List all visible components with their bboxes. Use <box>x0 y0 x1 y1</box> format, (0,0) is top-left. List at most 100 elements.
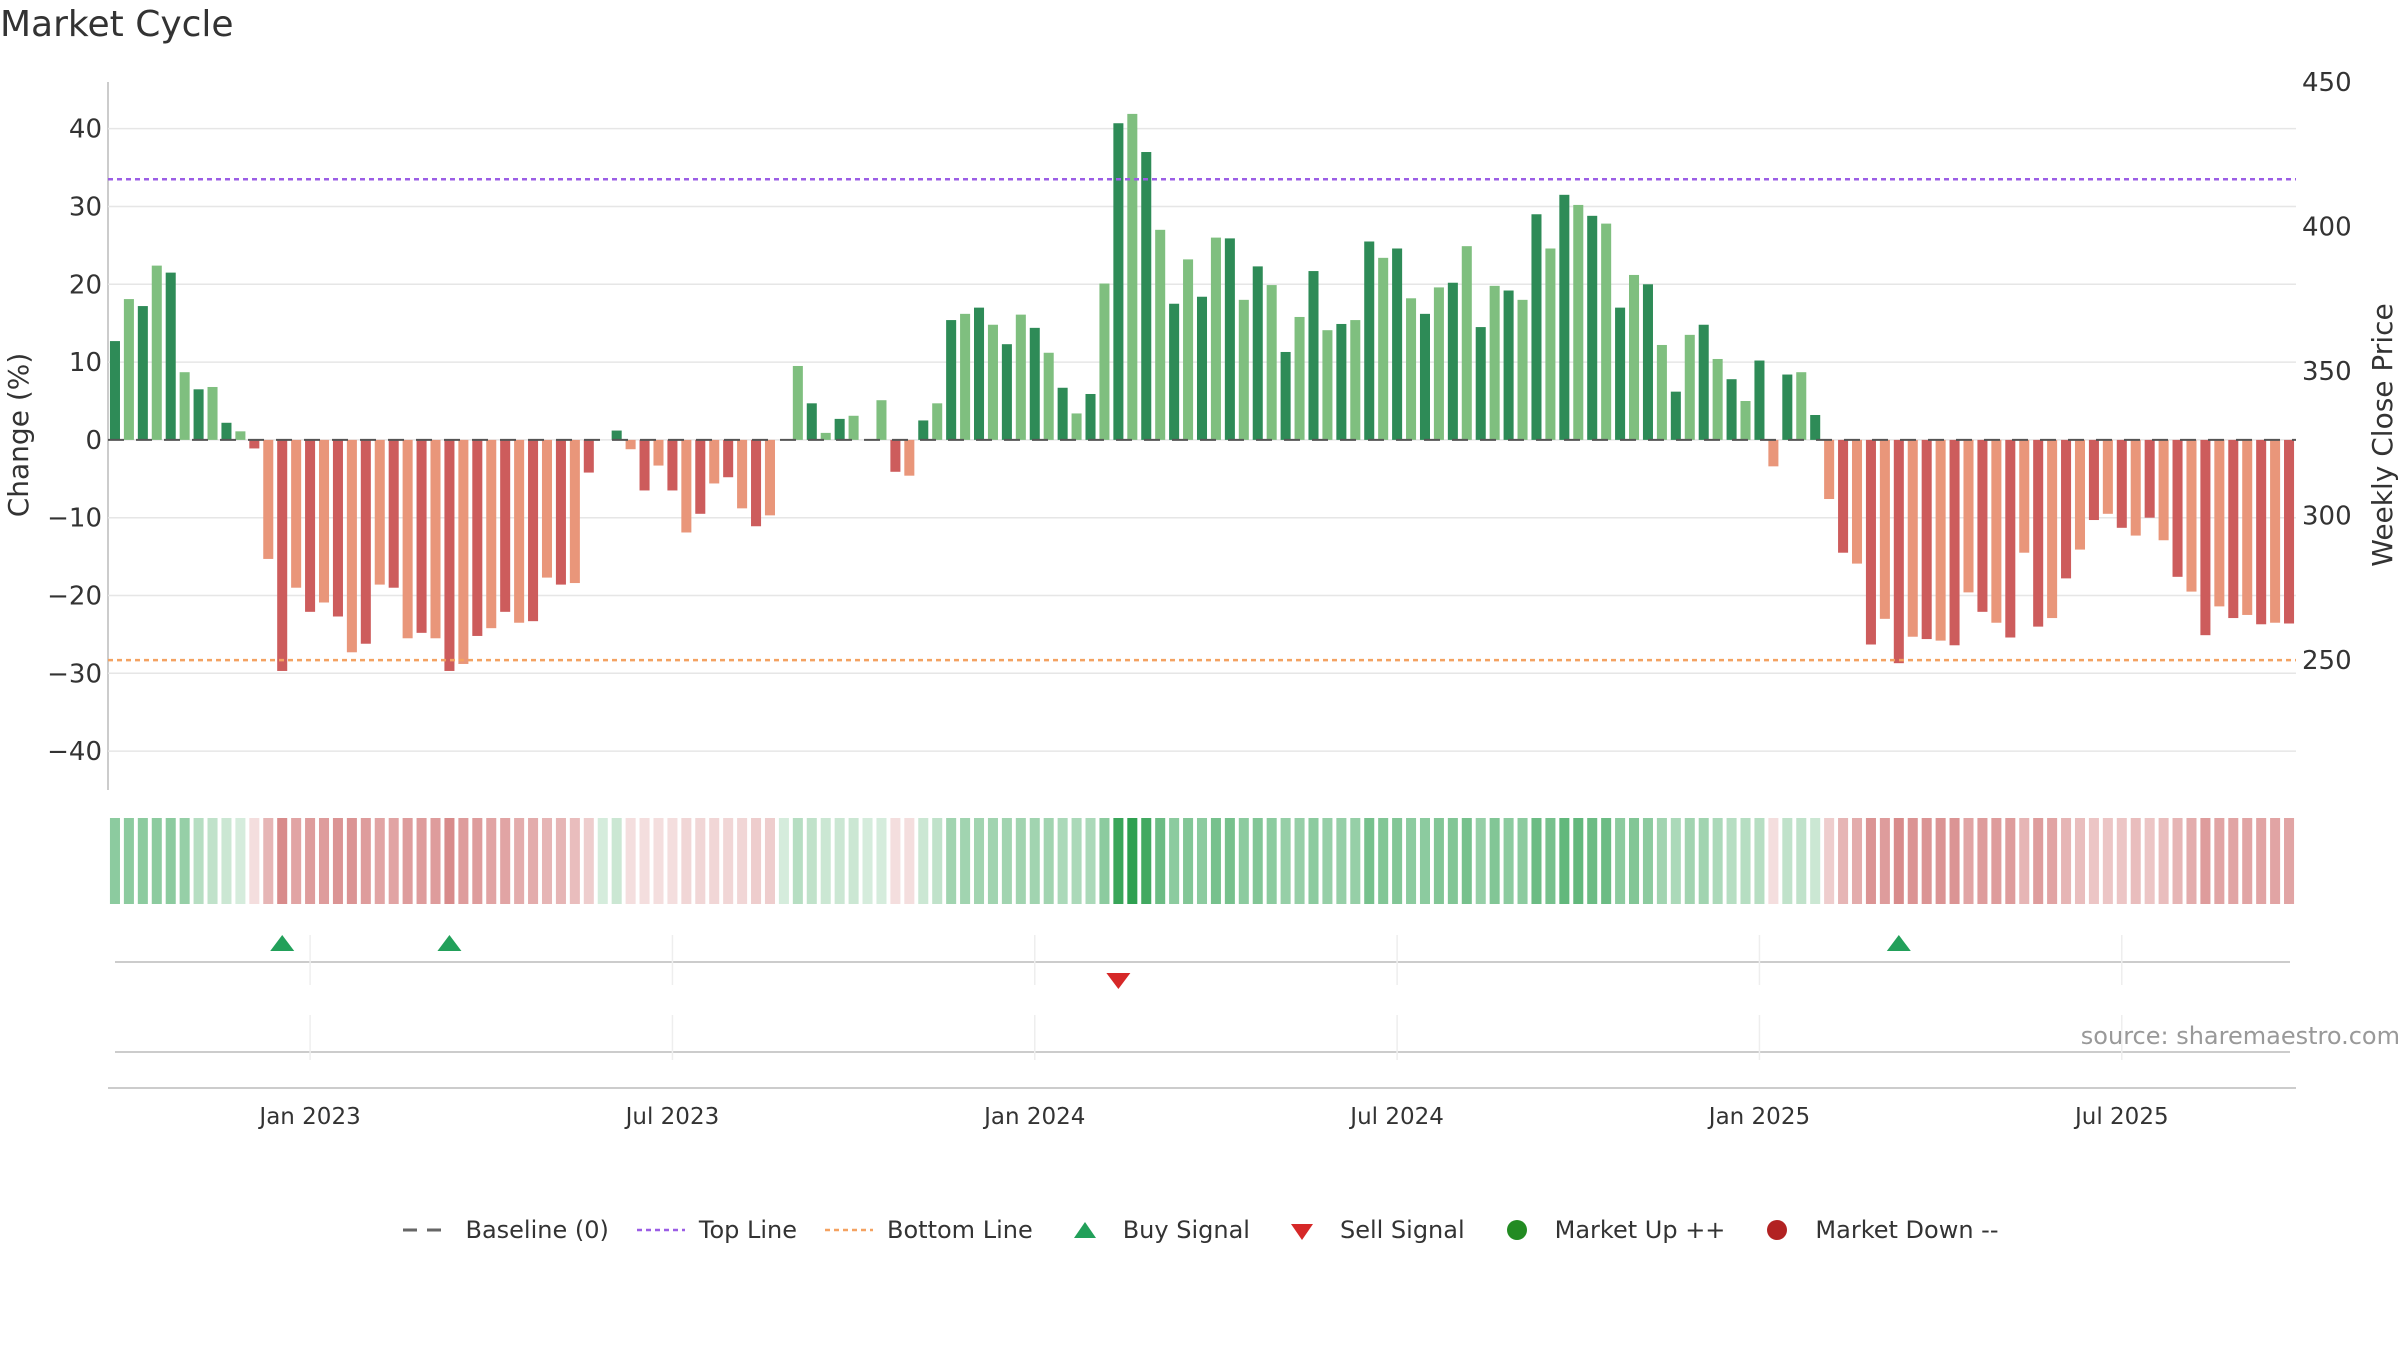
strip-cell <box>2228 818 2239 904</box>
strip-cell <box>1698 818 1709 904</box>
strip-cell <box>1419 818 1430 904</box>
strip-cell <box>472 818 483 904</box>
strip-cell <box>1155 818 1166 904</box>
strip-cell <box>555 818 566 904</box>
x-tick-label: Jul 2023 <box>624 1104 720 1130</box>
strip-cell <box>1350 818 1361 904</box>
bar <box>960 313 971 440</box>
strip-cell <box>318 818 330 904</box>
strip-cell <box>946 818 957 904</box>
bar <box>1782 374 1793 440</box>
strip-cell <box>2116 818 2127 904</box>
source-credit: source: sharemaestro.com <box>2080 1022 2400 1050</box>
bar <box>500 439 511 612</box>
strip-cell <box>1043 818 1054 904</box>
bar <box>137 306 148 440</box>
strip-cell <box>764 818 775 904</box>
strip-cell <box>374 818 385 904</box>
strip-cell <box>806 818 817 904</box>
strip-cell <box>1907 818 1918 904</box>
bar <box>2270 439 2281 623</box>
strip-cell <box>123 818 134 904</box>
legend-label: Sell Signal <box>1339 1216 1465 1244</box>
bar <box>1392 248 1403 440</box>
strip-cell <box>723 818 734 904</box>
y-tick-label: 20 <box>69 270 102 300</box>
bar <box>932 403 943 440</box>
x-tick-label: Jul 2025 <box>2073 1104 2169 1130</box>
bar <box>1740 400 1751 440</box>
bar <box>583 439 594 473</box>
bar <box>1043 352 1054 440</box>
strip-cell <box>2186 818 2197 904</box>
strip-cell <box>1573 818 1584 904</box>
bar <box>1838 439 1849 553</box>
bar <box>1796 372 1807 440</box>
strip-cell <box>291 818 302 904</box>
bar <box>2256 439 2267 625</box>
strip-cell <box>1113 818 1124 904</box>
strip-cell <box>137 818 148 904</box>
bar <box>2088 439 2099 521</box>
strip-cell <box>1656 818 1667 904</box>
y-axis-ticks: 40 30 20 10 0 −10 −20 −30 −40 <box>47 115 102 767</box>
strip-cell <box>974 818 985 904</box>
bar <box>472 439 483 636</box>
sell-signal-marker <box>1106 973 1131 989</box>
bar <box>1503 290 1514 440</box>
strip-cell <box>792 818 803 904</box>
strip-cell <box>778 818 789 904</box>
bar <box>1629 274 1640 440</box>
strip-cell <box>207 818 218 904</box>
bar <box>2242 439 2253 615</box>
bar <box>1963 439 1974 593</box>
strip-cell <box>500 818 511 904</box>
bar <box>876 400 887 440</box>
strip-cell <box>1169 818 1180 904</box>
strip-cell <box>430 818 441 904</box>
bottom-line-swatch <box>823 1218 875 1242</box>
bar <box>2019 439 2030 553</box>
legend-label: Top Line <box>698 1216 798 1244</box>
bar <box>1879 439 1890 619</box>
strip-cell <box>1336 818 1347 904</box>
bar <box>123 299 134 440</box>
bar <box>1615 307 1626 440</box>
bar <box>2228 439 2239 619</box>
top-line-swatch <box>635 1218 687 1242</box>
bar <box>430 439 441 639</box>
bar <box>1545 248 1556 440</box>
strip-cell <box>514 818 525 904</box>
bar <box>1991 439 2002 623</box>
y-axis-label: Change (%) <box>2 353 35 518</box>
bar <box>1210 237 1221 440</box>
bar <box>555 439 566 585</box>
strip-cell <box>890 818 901 904</box>
bar <box>1322 330 1333 440</box>
bar <box>974 307 985 440</box>
bar <box>1810 414 1821 440</box>
bar <box>1071 413 1082 440</box>
bar <box>528 439 539 622</box>
bar <box>1461 246 1472 440</box>
bar <box>1768 439 1779 467</box>
strip-cell <box>1601 818 1612 904</box>
strip-cell <box>834 818 845 904</box>
strip-cell <box>1963 818 1974 904</box>
bar <box>109 341 120 440</box>
bar <box>416 439 427 633</box>
strip-cell <box>1196 818 1208 904</box>
strip-cell <box>1266 818 1277 904</box>
strip-cell <box>1015 818 1026 904</box>
y-tick-label: 40 <box>69 115 102 145</box>
strip-cell <box>1559 818 1570 904</box>
strip-cell <box>1085 818 1096 904</box>
y2-tick-label: 400 <box>2302 213 2352 243</box>
strip-cell <box>1796 818 1807 904</box>
strip-cell <box>2172 818 2183 904</box>
strip-cell <box>1851 818 1863 904</box>
strip-cell <box>1280 818 1291 904</box>
bar <box>946 320 957 440</box>
bar <box>1001 344 1012 440</box>
strip-cell <box>848 818 859 904</box>
